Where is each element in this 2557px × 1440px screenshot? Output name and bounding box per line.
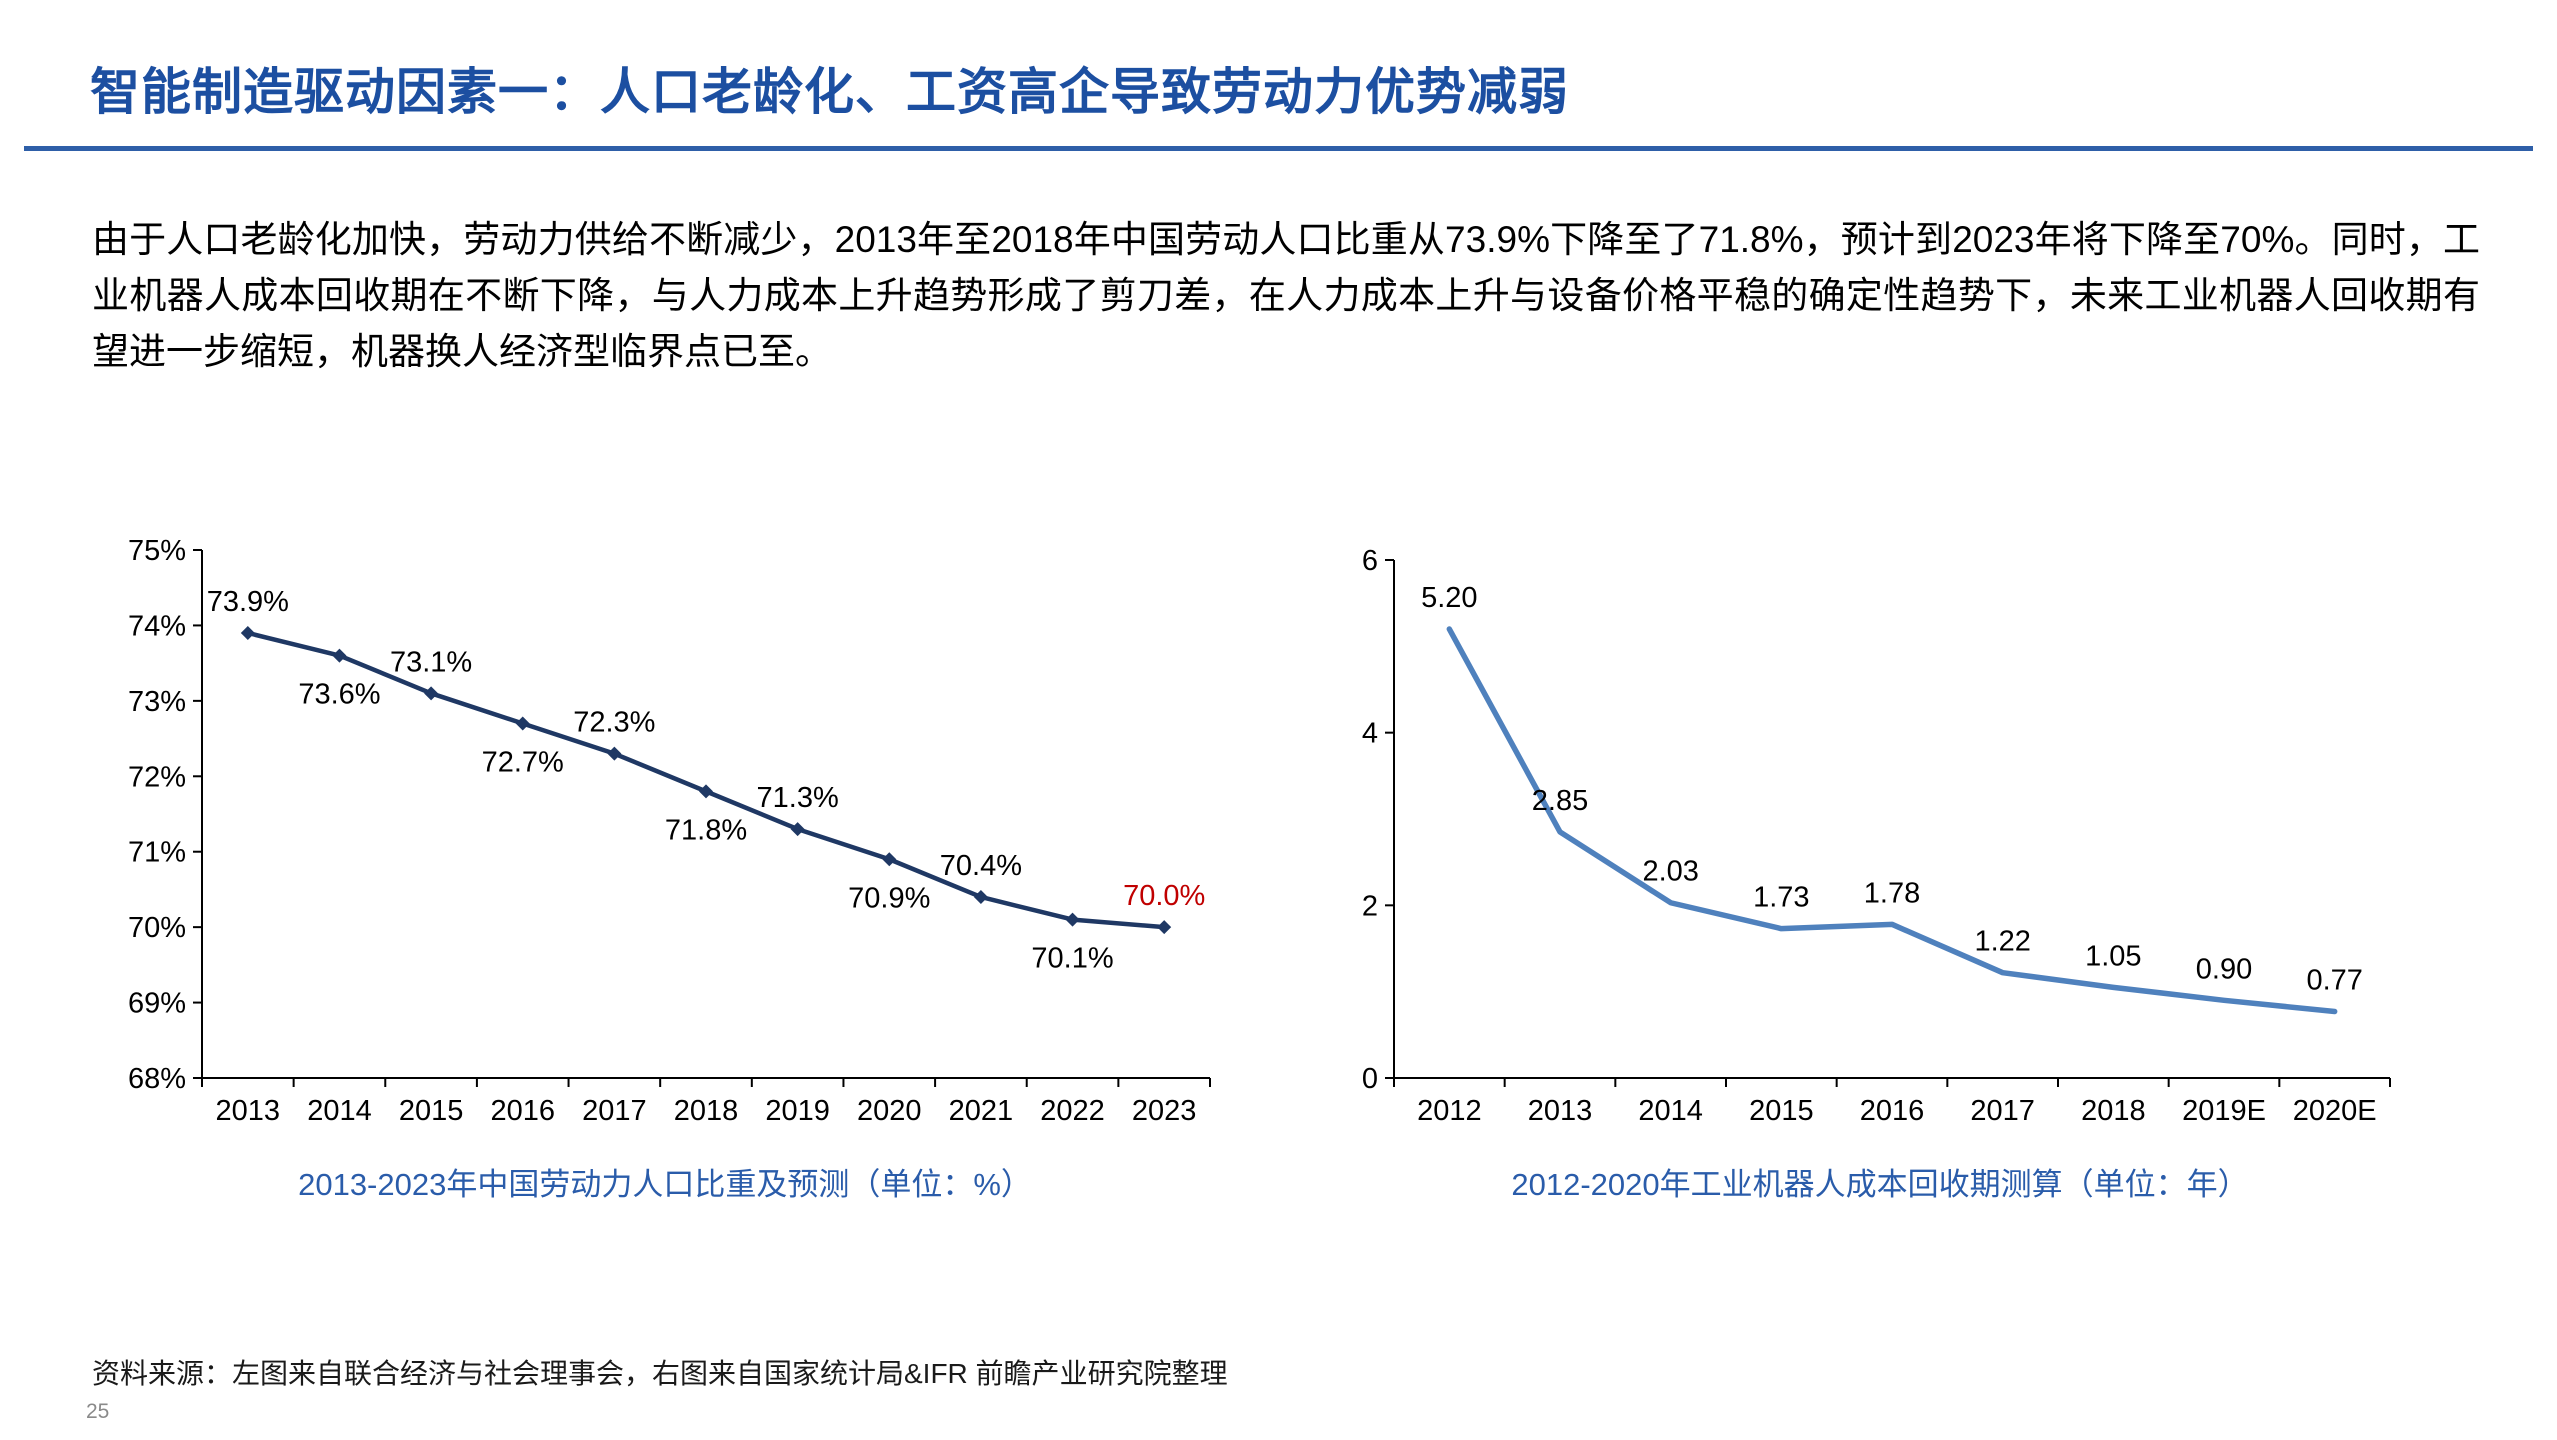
x-tick-label: 2020 [857,1095,922,1127]
data-label: 71.3% [757,782,839,814]
x-tick-label: 2016 [490,1095,555,1127]
y-tick-label: 6 [1362,545,1378,577]
data-label: 2.03 [1642,856,1698,888]
robot-payback-chart-canvas: 0 2 4 6 2012 2013 2014 2015 2016 2017 2018 2019E 202… [1330,520,2430,1145]
y-tick-label: 68% [128,1063,186,1095]
x-tick-label: 2015 [399,1095,464,1127]
data-label: 5.20 [1421,582,1477,614]
page-number: 25 [86,1400,110,1423]
data-label: 71.8% [665,814,747,846]
x-tick-label: 2017 [582,1095,647,1127]
x-tick-label: 2020E [2293,1095,2377,1127]
x-tick-label: 2012 [1417,1095,1482,1127]
x-tick-label: 2018 [2081,1095,2146,1127]
labor-share-chart: 68% 69% 70% 71% 72% 73% 74% 75% 2013 2014 2015 2016… [90,520,1240,1204]
x-tick-label: 2019E [2182,1095,2266,1127]
labor-share-chart-caption: 2013-2023年中国劳动力人口比重及预测（单位：%） [298,1167,1032,1202]
y-tick-label: 75% [128,535,186,567]
data-label: 0.90 [2196,953,2252,985]
data-marker [790,822,805,837]
data-marker [882,852,897,867]
data-label: 73.6% [298,679,380,711]
data-marker [973,889,988,904]
y-tick-label: 0 [1362,1063,1378,1095]
data-label: 70.9% [848,882,930,914]
x-tick-label: 2023 [1132,1095,1197,1127]
data-marker [515,716,530,731]
title-divider [24,146,2533,151]
series-line [245,630,1167,930]
series-line [1446,626,2338,1015]
page-title: 智能制造驱动因素一：人口老龄化、工资高企导致劳动力优势减弱 [90,64,1569,120]
data-label: 73.1% [390,646,472,678]
data-marker [607,746,622,761]
x-tick-label: 2022 [1040,1095,1105,1127]
data-marker [699,784,713,799]
y-tick-label: 74% [128,610,186,642]
body-text: 由于人口老龄化加快，劳动力供给不断减少，2013年至2018年中国劳动人口比重从… [92,219,2480,373]
x-tick-label: 2021 [949,1095,1014,1127]
data-label: 72.7% [482,746,564,778]
data-marker [424,686,439,701]
data-marker [240,625,255,640]
data-label: 72.3% [573,707,655,739]
data-marker [332,648,347,663]
y-tick-label: 71% [128,837,186,869]
y-tick-label: 72% [128,761,186,793]
labor-share-line-chart-svg: 68% 69% 70% 71% 72% 73% 74% 75% 2013 2014 2015 2016… [128,535,1211,1127]
labor-share-chart-canvas: 68% 69% 70% 71% 72% 73% 74% 75% 2013 2014 2015 2016… [90,520,1240,1145]
data-label: 70.4% [940,850,1022,882]
x-tick-label: 2013 [1528,1095,1593,1127]
charts-row: 68% 69% 70% 71% 72% 73% 74% 75% 2013 2014 2015 2016… [0,520,2557,1280]
data-marker [1065,912,1080,927]
source-note: 资料来源：左图来自联合经济与社会理事会，右图来自国家统计局&IFR 前瞻产业研究… [92,1358,1228,1389]
x-tick-label: 2014 [1638,1095,1703,1127]
x-tick-label: 2019 [765,1095,830,1127]
x-tick-label: 2018 [674,1095,739,1127]
y-tick-label: 70% [128,912,186,944]
data-marker [1157,920,1172,935]
x-tick-label: 2016 [1860,1095,1925,1127]
y-tick-label: 69% [128,988,186,1020]
y-tick-label: 73% [128,686,186,718]
x-tick-label: 2013 [216,1095,281,1127]
data-label: 0.77 [2306,965,2362,997]
x-tick-label: 2017 [1970,1095,2035,1127]
robot-payback-chart: 0 2 4 6 2012 2013 2014 2015 2016 2017 2018 2019E 202… [1330,520,2430,1204]
robot-payback-line-chart-svg: 0 2 4 6 2012 2013 2014 2015 2016 2017 2018 2019E 202… [1362,545,2391,1127]
y-tick-label: 4 [1362,718,1378,750]
x-tick-label: 2015 [1749,1095,1814,1127]
data-label: 1.78 [1864,877,1920,909]
data-label: 73.9% [207,586,289,618]
robot-payback-chart-caption: 2012-2020年工业机器人成本回收期测算（单位：年） [1511,1167,2249,1202]
y-tick-label: 2 [1362,890,1378,922]
data-label: 1.73 [1753,882,1809,914]
data-label: 1.22 [1974,926,2030,958]
x-tick-label: 2014 [307,1095,372,1127]
data-label: 70.0% [1123,880,1205,912]
data-label: 2.85 [1532,785,1588,817]
data-label: 1.05 [2085,940,2141,972]
data-label: 70.1% [1031,943,1113,975]
